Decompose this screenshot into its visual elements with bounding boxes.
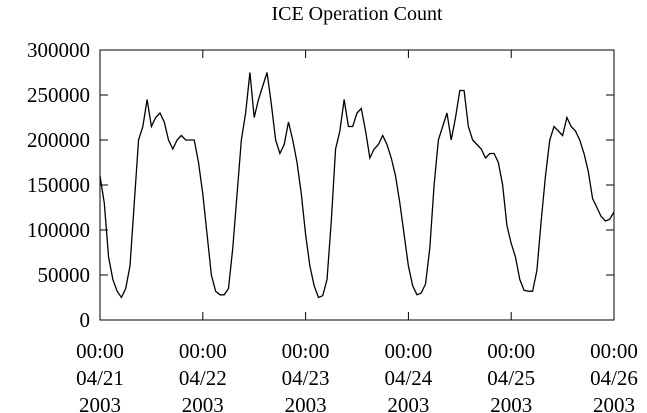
x-tick-label: 00:00 04/24 2003 bbox=[384, 339, 432, 413]
y-tick-label: 300000 bbox=[27, 38, 90, 62]
y-tick-label: 200000 bbox=[27, 128, 90, 152]
y-tick-label: 150000 bbox=[27, 173, 90, 197]
x-tick-label: 00:00 04/23 2003 bbox=[282, 339, 330, 413]
x-tick-label: 00:00 04/22 2003 bbox=[179, 339, 227, 413]
plot-frame bbox=[99, 49, 615, 321]
x-tick-label: 00:00 04/21 2003 bbox=[76, 339, 124, 413]
data-line bbox=[99, 72, 615, 299]
chart-title: ICE Operation Count bbox=[271, 3, 443, 25]
y-tick-label: 50000 bbox=[38, 263, 91, 287]
y-tick-label: 250000 bbox=[27, 83, 90, 107]
y-tick-label: 100000 bbox=[27, 218, 90, 242]
x-tick-label: 00:00 04/26 2003 bbox=[590, 339, 638, 413]
y-tick-label: 0 bbox=[80, 308, 91, 332]
x-tick-label: 00:00 04/25 2003 bbox=[487, 339, 535, 413]
